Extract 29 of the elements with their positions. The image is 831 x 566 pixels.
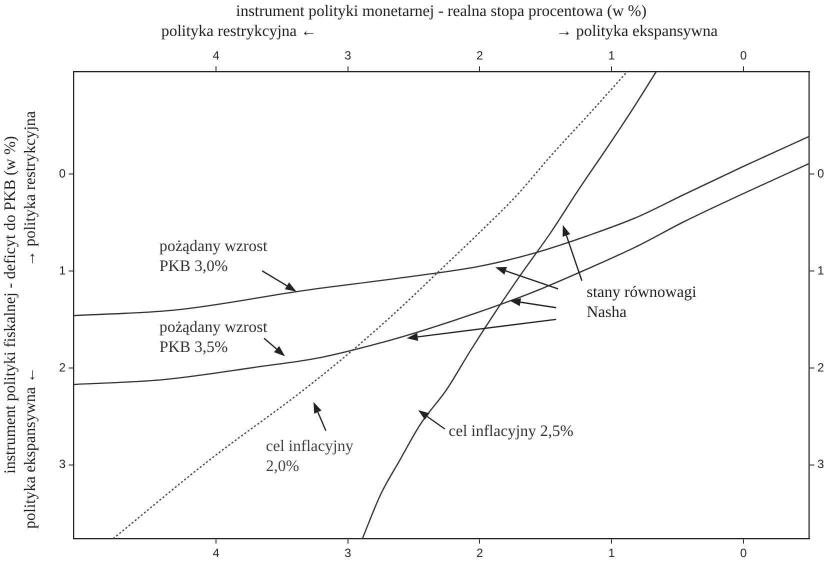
y-tick-label: 1 [58, 263, 66, 278]
y-tick-label: 3 [58, 457, 66, 472]
y-tick-label: 2 [58, 360, 66, 374]
y-tick-label: 0 [58, 166, 66, 180]
series-label: cel inflacyjny 2,5% [448, 422, 574, 442]
text: polityka restrykcyjna ← [161, 22, 317, 42]
text: → polityka restrykcyjna [22, 111, 40, 267]
x-tick-label: 4 [212, 546, 220, 560]
x-tick-label: 0 [740, 546, 748, 560]
series-label: cel inflacyjny 2,0% [266, 437, 354, 478]
series-label: pożądany wzrost PKB 3,0% [159, 236, 268, 277]
x2-tick-label: 0 [740, 48, 748, 63]
y2-tick-label: 0 [817, 166, 824, 180]
series-label: pożądany wzrost PKB 3,5% [159, 318, 268, 358]
x2-tick-label: 4 [212, 48, 220, 63]
x-tick-label: 3 [344, 546, 352, 560]
y-axis-title: instrument polityki fiskalnej - deficyt do PKB (w %) [2, 136, 20, 474]
x2-tick-label: 1 [608, 48, 616, 63]
text: polityka ekspansywna ← [22, 366, 40, 528]
y2-tick-label: 3 [817, 457, 824, 472]
text: → polityka ekspansywna [556, 22, 718, 42]
x-tick-label: 2 [476, 546, 484, 560]
annotation: stany równowagi Nasha [586, 283, 698, 324]
y2-tick-label: 2 [817, 360, 824, 374]
x-tick-label: 1 [608, 546, 616, 560]
x2-axis-title: instrument polityki monetarnej - realna stopa procentowa (w %) [236, 2, 647, 22]
x2-tick-label: 3 [344, 48, 352, 63]
x2-tick-label: 2 [476, 48, 484, 63]
y2-tick-label: 1 [817, 263, 824, 278]
